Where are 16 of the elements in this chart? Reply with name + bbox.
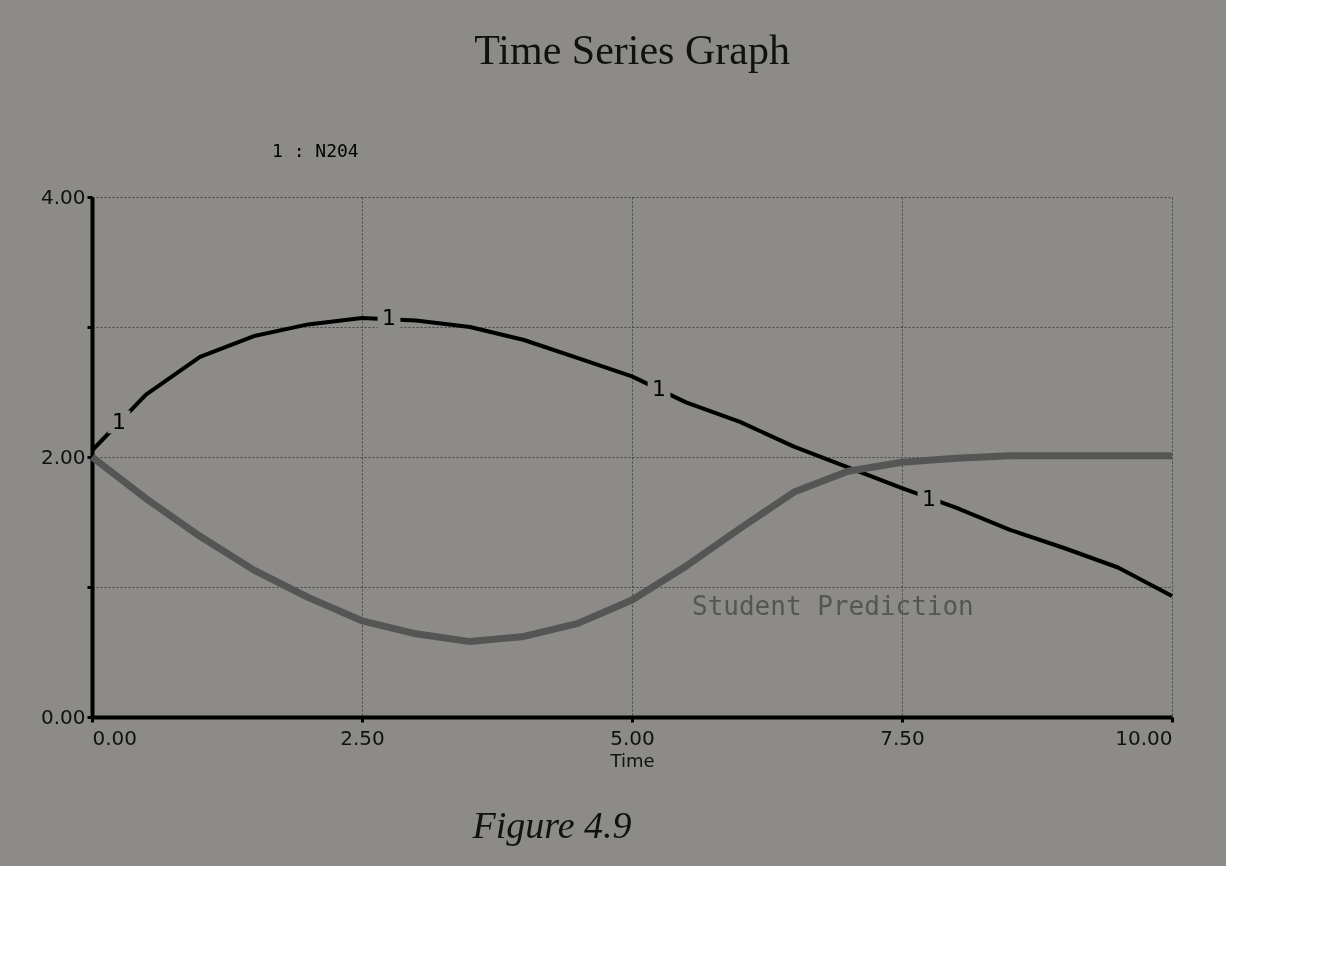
y-tick-label: 0.00	[40, 704, 86, 729]
y-tick-label: 4.00	[40, 184, 86, 209]
x-tick-label: 10.00	[1115, 725, 1173, 750]
x-tick-label: 5.00	[610, 725, 655, 750]
annotation: 1	[382, 304, 396, 330]
y-tick-label: 2.00	[40, 444, 86, 469]
x-axis-title: Time	[609, 749, 655, 771]
chart-title: Time Series Graph	[474, 27, 790, 73]
annotation: 1	[112, 408, 126, 434]
text: 1 : N204	[272, 140, 359, 161]
x-tick-label: 7.50	[880, 725, 925, 750]
caption: Figure 4.9	[471, 804, 632, 846]
x-tick-label: 2.50	[340, 725, 385, 750]
annotation: 1	[652, 376, 666, 402]
x-tick-label: 0.00	[92, 725, 138, 750]
annotation: 1	[922, 485, 936, 511]
